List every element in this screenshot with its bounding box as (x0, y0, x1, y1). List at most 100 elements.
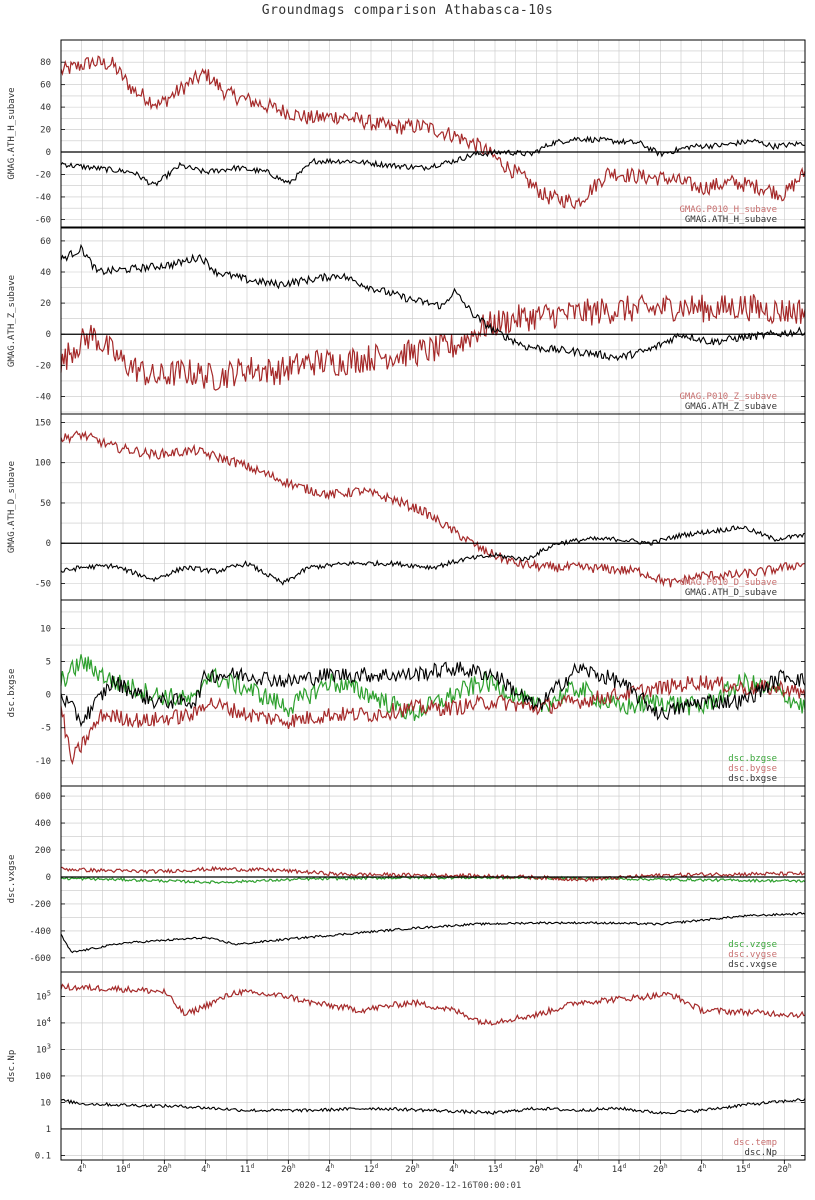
time-range-label: 2020-12-09T24:00:00 to 2020-12-16T00:00:… (293, 1181, 522, 1191)
y-axis-label: dsc.Np (7, 1050, 17, 1083)
x-tick-label: 20h (281, 1163, 296, 1175)
y-tick-label: 60 (40, 81, 51, 91)
legend-entry: dsc.vzgse (728, 940, 777, 950)
y-tick-label: 80 (40, 58, 51, 68)
y-tick-label: 103 (36, 1042, 51, 1055)
y-tick-label: 0 (46, 148, 51, 158)
x-tick-label: 20h (529, 1163, 544, 1175)
y-tick-label: 40 (40, 103, 51, 113)
y-tick-label: 20 (40, 126, 51, 136)
x-tick-label: 13d (488, 1163, 503, 1175)
panel-3: -50050100150GMAG.ATH_D_subaveGMAG.P010_D… (7, 413, 806, 601)
y-tick-label: -5 (40, 724, 51, 734)
series-line-GMAG.ATH_Z_subave (60, 243, 806, 362)
y-axis-label: GMAG.ATH_D_subave (7, 461, 17, 553)
legend-entry: dsc.vxgse (728, 960, 777, 970)
y-tick-label: 600 (35, 792, 51, 802)
series-line-GMAG.ATH_D_subave (60, 525, 806, 586)
series-line-GMAG.P010_Z_subave (60, 293, 806, 391)
x-tick-label: 14d (612, 1163, 627, 1175)
x-tick-label: 4h (77, 1163, 86, 1175)
panel-frame (60, 971, 806, 1161)
legend-entry: dsc.bzgse (728, 754, 777, 764)
y-tick-label: -600 (29, 954, 51, 964)
y-tick-label: 10 (40, 1098, 51, 1108)
y-tick-label: -50 (35, 580, 51, 590)
y-tick-label: -60 (35, 215, 51, 225)
y-axis-label: dsc.vxgse (7, 855, 17, 904)
y-axis-label: GMAG.ATH_Z_subave (7, 275, 17, 367)
y-tick-label: 0 (46, 691, 51, 701)
y-tick-label: 104 (36, 1016, 51, 1029)
legend-entry: dsc.bygse (728, 764, 777, 774)
y-tick-label: 60 (40, 237, 51, 247)
x-tick-label: 4h (697, 1163, 706, 1175)
panel-2: -40-200204060GMAG.ATH_Z_subaveGMAG.P010_… (7, 227, 806, 415)
series-line-dsc.bxgse (60, 661, 806, 728)
legend-entry: GMAG.P010_H_subave (679, 205, 777, 215)
y-tick-label: 400 (35, 819, 51, 829)
x-tick-label: 12d (364, 1163, 379, 1175)
y-tick-label: 10 (40, 624, 51, 634)
panel-frame (60, 39, 806, 228)
series-line-dsc.Np (60, 1098, 806, 1116)
y-tick-label: -10 (35, 757, 51, 767)
panel-1: -60-40-20020406080GMAG.ATH_H_subaveGMAG.… (7, 39, 806, 228)
x-tick-label: 10d (116, 1163, 131, 1175)
x-tick-label: 4h (449, 1163, 458, 1175)
legend-entry: dsc.Np (744, 1148, 777, 1158)
legend-entry: dsc.bxgse (728, 774, 777, 784)
chart-title: Groundmags comparison Athabasca-10s (261, 3, 554, 18)
y-tick-label: -20 (35, 361, 51, 371)
y-tick-label: 5 (46, 658, 51, 668)
y-tick-label: -40 (35, 193, 51, 203)
y-tick-label: 100 (35, 1072, 51, 1082)
y-tick-label: 105 (36, 989, 51, 1002)
y-tick-label: 50 (40, 499, 51, 509)
legend-entry: dsc.vygse (728, 950, 777, 960)
y-tick-label: 0 (46, 873, 51, 883)
y-tick-label: 20 (40, 299, 51, 309)
y-tick-label: 200 (35, 846, 51, 856)
series-line-dsc.vygse (60, 865, 806, 883)
x-tick-label: 4h (325, 1163, 334, 1175)
x-tick-label: 11d (240, 1163, 255, 1175)
x-tick-label: 20h (405, 1163, 420, 1175)
series-line-GMAG.P010_D_subave (60, 430, 806, 588)
y-axis-label: GMAG.ATH_H_subave (7, 87, 17, 179)
x-tick-label: 20h (157, 1163, 172, 1175)
y-tick-label: 100 (35, 459, 51, 469)
legend-entry: GMAG.P010_D_subave (679, 578, 777, 588)
y-tick-label: -20 (35, 170, 51, 180)
series-line-GMAG.P010_H_subave (60, 55, 806, 210)
y-tick-label: 150 (35, 418, 51, 428)
y-axis-label: dsc.bxgse (7, 669, 17, 718)
series-line-dsc.bzgse (60, 654, 806, 721)
panel-5: -600 -400 -200 0 200 400 600 dsc.vxgse dsc.vzgse… (7, 785, 806, 973)
x-tick-label: 4h (201, 1163, 210, 1175)
y-tick-label: 1 (46, 1125, 51, 1135)
x-tick-label: 15d (736, 1163, 751, 1175)
y-tick-label: 0 (46, 539, 51, 549)
x-tick-label: 4h (573, 1163, 582, 1175)
y-tick-label: -400 (29, 927, 51, 937)
series-line-dsc.vxgse (60, 911, 806, 954)
series-line-dsc.bygse (60, 675, 806, 766)
y-tick-label: 40 (40, 268, 51, 278)
y-tick-label: 0.1 (35, 1151, 51, 1161)
y-tick-label: -200 (29, 900, 51, 910)
x-tick-label: 20h (777, 1163, 792, 1175)
series-line-dsc.temp (60, 982, 806, 1026)
legend-entry: dsc.temp (734, 1138, 777, 1148)
panel-4: -10-50510dsc.bxgsedsc.bzgsedsc.bygsedsc.… (7, 599, 806, 787)
legend-entry: GMAG.ATH_H_subave (685, 215, 777, 225)
legend-entry: GMAG.ATH_D_subave (685, 588, 777, 598)
legend-entry: GMAG.P010_Z_subave (679, 392, 777, 402)
x-tick-label: 20h (653, 1163, 668, 1175)
series-line-GMAG.ATH_H_subave (60, 135, 806, 187)
y-tick-label: -40 (35, 392, 51, 402)
y-tick-label: 0 (46, 330, 51, 340)
legend-entry: GMAG.ATH_Z_subave (685, 402, 777, 412)
